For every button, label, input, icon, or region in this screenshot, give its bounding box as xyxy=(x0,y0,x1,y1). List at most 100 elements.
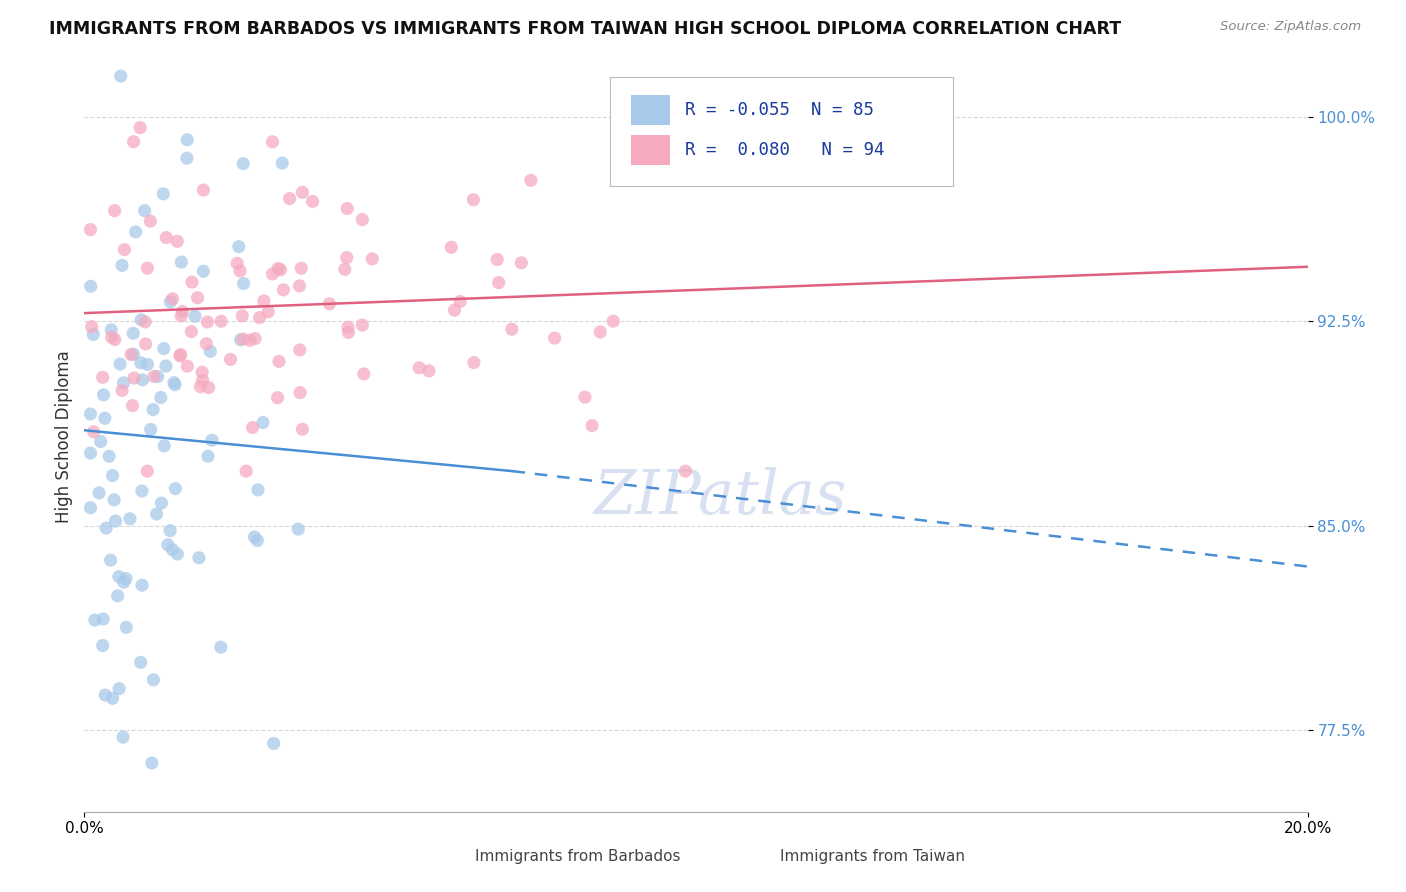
Point xyxy=(101,691,124,706)
Point xyxy=(80,319,103,334)
Point xyxy=(83,425,105,439)
Point xyxy=(266,391,288,405)
Point xyxy=(159,524,181,538)
Text: Immigrants from Barbados: Immigrants from Barbados xyxy=(475,849,681,864)
Point xyxy=(193,264,215,278)
Point xyxy=(186,291,208,305)
Point xyxy=(152,186,174,201)
Point xyxy=(103,492,125,507)
Point xyxy=(262,135,284,149)
Point xyxy=(136,358,159,372)
Point xyxy=(574,390,596,404)
Point xyxy=(145,507,167,521)
Point xyxy=(463,356,485,370)
Point xyxy=(290,261,312,276)
Point xyxy=(136,464,159,478)
Point xyxy=(543,331,565,345)
Point xyxy=(166,547,188,561)
Point xyxy=(273,283,295,297)
Point xyxy=(131,373,153,387)
Point xyxy=(170,348,193,362)
Point xyxy=(291,422,314,436)
Point xyxy=(118,512,141,526)
Point xyxy=(108,681,131,696)
Point xyxy=(463,193,485,207)
Point xyxy=(247,483,270,497)
Point xyxy=(288,385,311,400)
Point xyxy=(170,255,193,269)
Point xyxy=(129,313,152,327)
Point xyxy=(115,572,138,586)
Point xyxy=(91,639,114,653)
Point xyxy=(252,416,274,430)
Point xyxy=(150,496,173,510)
Point xyxy=(112,575,135,590)
Point xyxy=(163,377,186,392)
Point xyxy=(149,391,172,405)
Point xyxy=(440,240,463,254)
Point xyxy=(418,364,440,378)
Point xyxy=(96,521,118,535)
Point xyxy=(193,183,215,197)
Point xyxy=(187,550,209,565)
Point xyxy=(111,259,134,273)
Text: Source: ZipAtlas.com: Source: ZipAtlas.com xyxy=(1220,20,1361,33)
Point xyxy=(125,225,148,239)
Point xyxy=(111,384,134,398)
Text: ZIPatlas: ZIPatlas xyxy=(593,467,848,527)
Point xyxy=(79,279,101,293)
Point xyxy=(291,186,314,200)
Point xyxy=(267,261,290,276)
Point xyxy=(122,347,145,361)
Point xyxy=(336,251,359,265)
Text: Immigrants from Taiwan: Immigrants from Taiwan xyxy=(780,849,966,864)
Point xyxy=(93,388,115,402)
Text: IMMIGRANTS FROM BARBADOS VS IMMIGRANTS FROM TAIWAN HIGH SCHOOL DIPLOMA CORRELATI: IMMIGRANTS FROM BARBADOS VS IMMIGRANTS F… xyxy=(49,20,1122,37)
Point xyxy=(301,194,323,209)
Point xyxy=(91,612,114,626)
Point xyxy=(142,673,165,687)
Point xyxy=(337,326,360,340)
Point xyxy=(129,356,152,370)
Point xyxy=(318,297,340,311)
Bar xyxy=(446,852,465,866)
Point xyxy=(107,589,129,603)
Point xyxy=(165,482,187,496)
Point xyxy=(242,420,264,434)
Point xyxy=(191,373,214,387)
Bar xyxy=(631,135,671,165)
Point xyxy=(197,450,219,464)
Point xyxy=(152,342,174,356)
Point xyxy=(235,464,257,478)
Point xyxy=(101,468,124,483)
Point xyxy=(262,267,284,281)
Point xyxy=(104,514,127,528)
Point xyxy=(122,135,145,149)
Point xyxy=(352,318,374,332)
Point xyxy=(246,533,269,548)
Point xyxy=(232,156,254,170)
Point xyxy=(94,688,117,702)
Point xyxy=(267,354,290,368)
Point xyxy=(288,343,311,357)
Point xyxy=(169,349,191,363)
Point xyxy=(155,230,177,244)
Point xyxy=(581,418,603,433)
Y-axis label: High School Diploma: High School Diploma xyxy=(55,351,73,524)
Point xyxy=(139,214,162,228)
Point xyxy=(162,292,184,306)
Point xyxy=(228,240,250,254)
Point xyxy=(104,333,127,347)
Point xyxy=(83,613,105,627)
Point xyxy=(287,522,309,536)
Point xyxy=(159,294,181,309)
Point xyxy=(82,327,104,342)
Point xyxy=(195,336,218,351)
Point xyxy=(134,315,156,329)
Point xyxy=(87,486,110,500)
Point xyxy=(219,352,242,367)
Point xyxy=(129,120,152,135)
Point xyxy=(90,434,112,449)
Point xyxy=(231,309,253,323)
Point xyxy=(98,450,121,464)
